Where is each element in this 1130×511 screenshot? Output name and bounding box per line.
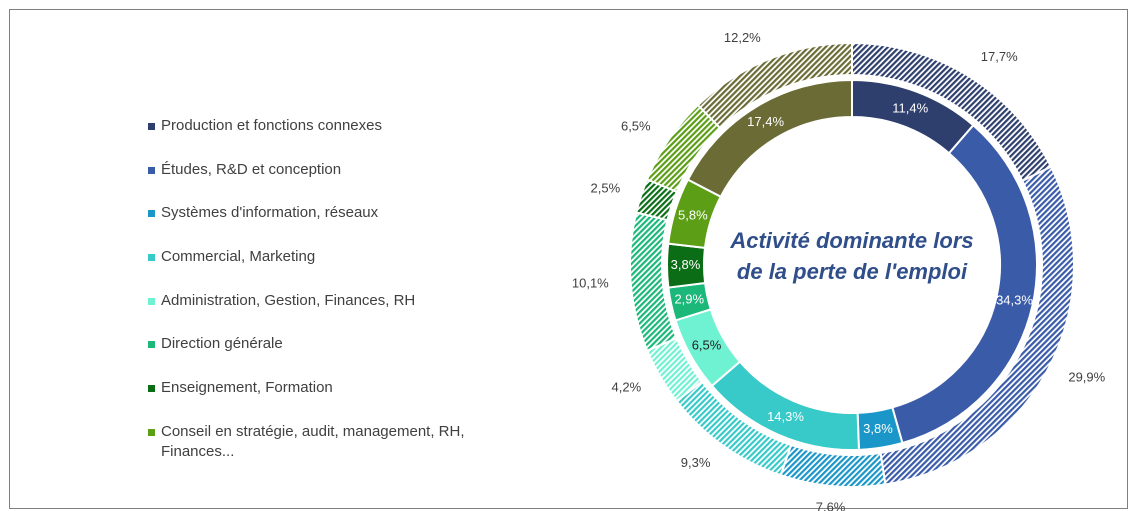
data-label: 10,1%	[572, 276, 609, 291]
legend-swatch	[148, 385, 155, 393]
legend-item: Conseil en stratégie, audit, management,…	[148, 422, 488, 466]
legend-swatch	[148, 254, 155, 262]
data-label: 11,4%	[892, 100, 928, 115]
legend-label: Enseignement, Formation	[161, 379, 333, 397]
data-label: 14,3%	[767, 409, 804, 424]
legend-label: Systèmes d'information, réseaux	[161, 204, 379, 222]
legend-item: Études, R&D et conception	[148, 160, 488, 204]
data-label: 2,9%	[674, 292, 704, 307]
chart-title: Activité dominante lors de la perte de l…	[730, 228, 974, 284]
data-label: 6,5%	[692, 337, 722, 352]
data-label: 3,8%	[863, 421, 893, 436]
legend: Production et fonctions connexes Études, …	[148, 116, 488, 466]
donut-segment	[686, 78, 853, 199]
donut-segment	[779, 443, 887, 488]
data-label: 34,3%	[996, 293, 1033, 308]
data-label: 17,4%	[747, 114, 784, 129]
data-label: 29,9%	[1068, 369, 1105, 384]
donut-segment	[696, 41, 853, 130]
data-label: 3,8%	[671, 257, 701, 272]
legend-swatch	[148, 341, 155, 349]
legend-item: Enseignement, Formation	[148, 378, 488, 422]
legend-label: Conseil en stratégie, audit, management,…	[161, 422, 465, 460]
data-label: 2,5%	[591, 180, 621, 195]
data-label: 12,2%	[724, 30, 761, 45]
legend-label: Commercial, Marketing	[161, 248, 316, 266]
legend-item: Direction générale	[148, 334, 488, 378]
data-label: 7,6%	[816, 499, 846, 511]
data-label: 5,8%	[678, 208, 708, 223]
legend-label: Production et fonctions connexes	[161, 117, 382, 134]
legend-label: Administration, Gestion, Finances, RH	[161, 291, 416, 309]
data-label: 6,5%	[621, 119, 651, 134]
legend-swatch	[148, 428, 155, 436]
data-label: 17,7%	[981, 49, 1018, 64]
legend-item: Administration, Gestion, Finances, RH	[148, 291, 488, 335]
frame	[9, 9, 1128, 509]
legend-label: Études, R&D et conception	[161, 160, 342, 178]
legend-label: Direction générale	[161, 335, 283, 353]
legend-item: Commercial, Marketing	[148, 247, 488, 291]
legend-swatch	[148, 123, 155, 130]
legend-swatch	[148, 210, 155, 218]
data-label: 9,3%	[681, 455, 711, 470]
legend-swatch	[148, 166, 155, 174]
legend-swatch	[148, 297, 155, 305]
data-label: 4,2%	[612, 379, 642, 394]
legend-item: Production et fonctions connexes	[148, 116, 488, 160]
legend-item: Systèmes d'information, réseaux	[148, 203, 488, 247]
